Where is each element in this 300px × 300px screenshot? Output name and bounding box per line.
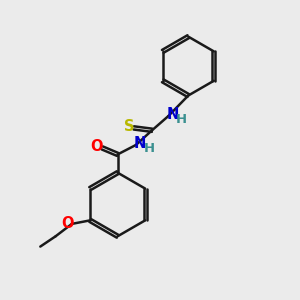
Text: N: N [134, 136, 146, 151]
Text: O: O [91, 139, 103, 154]
Text: H: H [143, 142, 155, 155]
Text: O: O [61, 216, 74, 231]
Text: S: S [124, 119, 134, 134]
Text: N: N [166, 107, 178, 122]
Text: H: H [176, 113, 187, 126]
